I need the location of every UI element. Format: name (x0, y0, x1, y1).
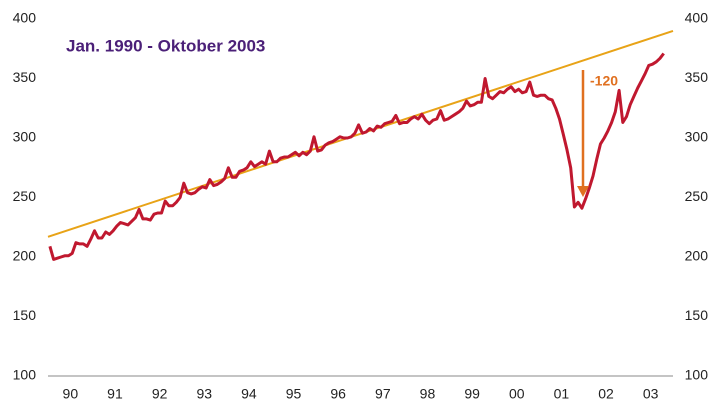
x-tick-label: 95 (286, 386, 302, 402)
x-tick-label: 97 (375, 386, 391, 402)
x-tick-label: 94 (241, 386, 257, 402)
y2-tick-label: 300 (685, 129, 709, 145)
y2-tick-label: 350 (685, 69, 709, 85)
y2-tick-label: 200 (685, 248, 709, 264)
x-tick-label: 96 (330, 386, 346, 402)
x-tick-label: 01 (554, 386, 570, 402)
y2-tick-label: 250 (685, 188, 709, 204)
annotation-arrowhead (577, 186, 589, 197)
x-tick-label: 02 (598, 386, 614, 402)
trend-line (47, 29, 674, 238)
y2-tick-label: 400 (685, 10, 709, 26)
x-tick-label: 03 (643, 386, 659, 402)
y-tick-label: 150 (13, 307, 37, 323)
annotation-label: -120 (590, 73, 618, 89)
y-tick-label: 400 (13, 10, 37, 26)
x-tick-label: 93 (196, 386, 212, 402)
chart-title: Jan. 1990 - Oktober 2003 (66, 36, 265, 55)
y-tick-label: 100 (13, 367, 37, 383)
y-tick-label: 300 (13, 129, 37, 145)
y-tick-label: 200 (13, 248, 37, 264)
y2-tick-label: 100 (685, 367, 709, 383)
x-tick-label: 92 (152, 386, 168, 402)
series-line (48, 52, 665, 261)
y-tick-label: 250 (13, 188, 37, 204)
x-tick-label: 99 (464, 386, 480, 402)
y-tick-label: 350 (13, 69, 37, 85)
x-tick-label: 91 (107, 386, 123, 402)
x-tick-label: 90 (63, 386, 79, 402)
y2-tick-label: 150 (685, 307, 709, 323)
x-tick-label: 98 (420, 386, 436, 402)
x-tick-label: 00 (509, 386, 525, 402)
